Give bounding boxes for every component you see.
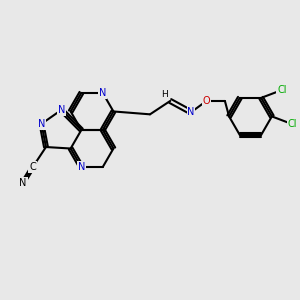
- Text: O: O: [203, 96, 210, 106]
- Text: N: N: [20, 178, 27, 188]
- Text: N: N: [38, 119, 45, 129]
- Text: Cl: Cl: [277, 85, 287, 95]
- Text: N: N: [58, 105, 65, 115]
- Text: N: N: [78, 162, 85, 172]
- Text: N: N: [99, 88, 106, 98]
- Text: H: H: [161, 90, 168, 99]
- Text: Cl: Cl: [288, 119, 297, 129]
- Text: N: N: [187, 107, 195, 117]
- Text: C: C: [29, 162, 36, 172]
